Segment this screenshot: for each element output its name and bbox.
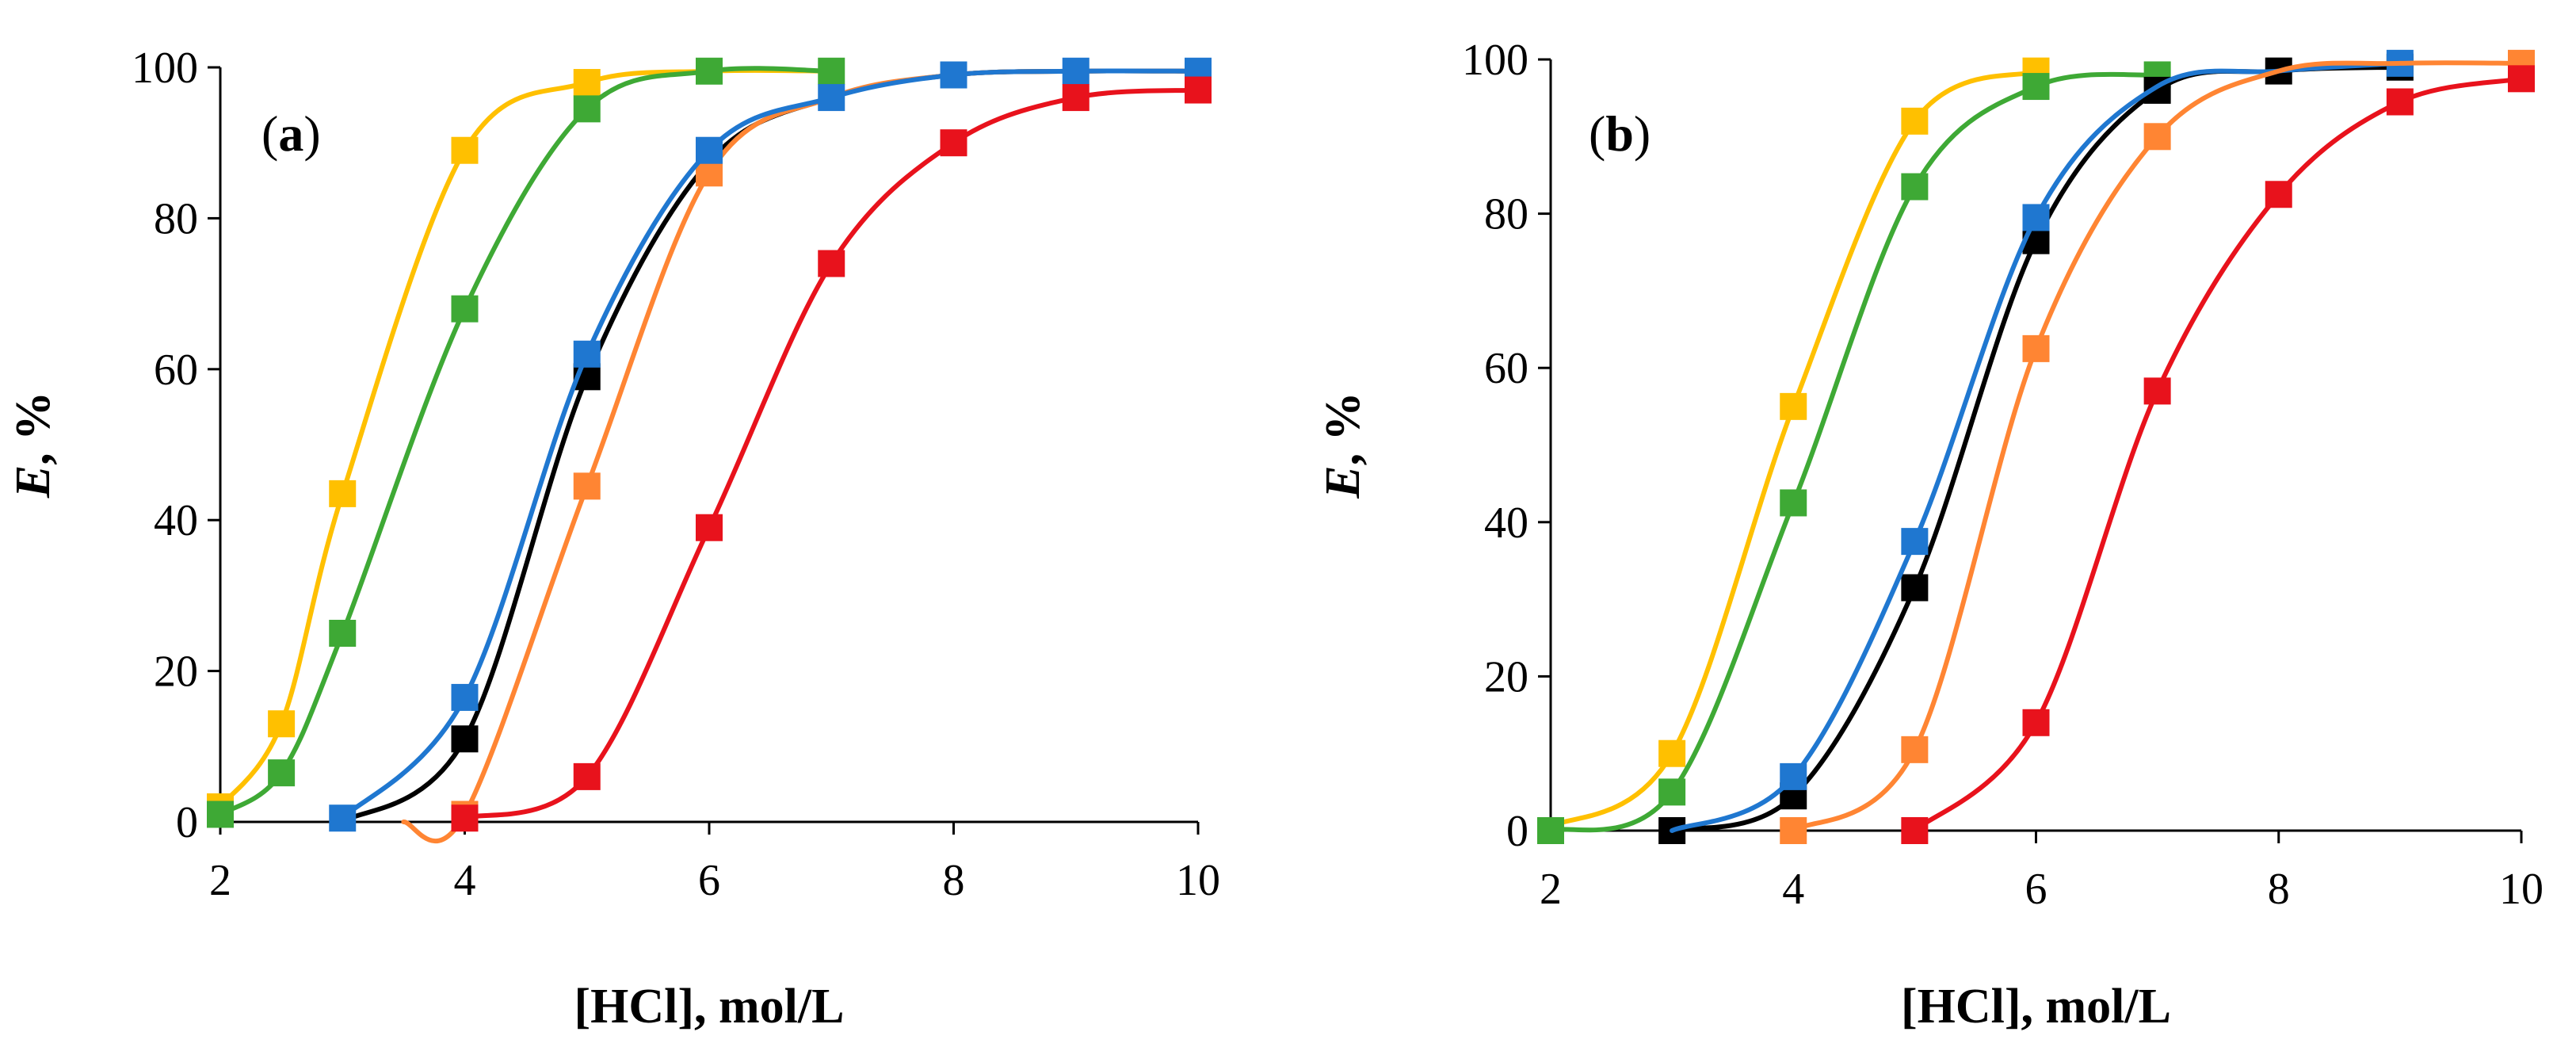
- x-tick-label: 6: [698, 856, 720, 905]
- x-tick-label: 4: [1782, 865, 1804, 914]
- data-point-yellow: [329, 480, 357, 507]
- data-point-green: [818, 57, 845, 85]
- data-point-red: [1062, 84, 1090, 112]
- data-point-yellow: [1901, 107, 1929, 135]
- y-tick-label: 40: [1484, 499, 1528, 548]
- panel-label-letter: b: [1605, 105, 1634, 162]
- y-tick-label: 80: [154, 194, 198, 243]
- data-point-blue: [573, 340, 601, 368]
- data-point-green: [451, 295, 479, 323]
- data-point-blue: [329, 804, 357, 832]
- y-axis-title-unit: , %: [1316, 392, 1370, 465]
- y-tick-label: 0: [1506, 807, 1528, 856]
- panel-label-close: ): [1634, 105, 1651, 162]
- data-point-green: [207, 801, 234, 828]
- data-point-yellow: [1780, 392, 1807, 420]
- data-point-green: [1901, 173, 1929, 201]
- x-axis-title: [HCl], mol/L: [574, 980, 845, 1034]
- x-tick-label: 10: [1176, 856, 1220, 905]
- y-tick-label: 40: [154, 496, 198, 545]
- panel-label-open: (: [261, 105, 278, 162]
- data-point-red: [2022, 709, 2050, 736]
- panel-label-close: ): [303, 105, 320, 162]
- data-point-yellow: [1658, 739, 1686, 767]
- x-axis-title: [HCl], mol/L: [1901, 980, 2171, 1034]
- series-green: [1537, 61, 2171, 844]
- series-red: [1901, 65, 2535, 844]
- data-point-green: [696, 57, 723, 85]
- x-tick-label: 6: [2025, 865, 2047, 914]
- data-point-red: [2508, 65, 2535, 93]
- data-point-black: [1901, 574, 1929, 602]
- y-axis-title: E, %: [1316, 392, 1370, 499]
- data-point-yellow: [451, 136, 479, 164]
- series-green: [207, 57, 845, 828]
- x-tick-label: 8: [943, 856, 965, 905]
- data-point-green: [329, 620, 357, 647]
- y-axis-title-symbol: E: [6, 465, 60, 499]
- y-axis-title-unit: , %: [6, 392, 60, 465]
- panel-label: (a): [261, 105, 321, 162]
- data-point-orange: [2022, 334, 2050, 362]
- panel-b: 0 20 40 60 80 100 2 4 6 8 10 [HCl], mol/L E, % (b): [1316, 36, 2544, 1034]
- data-point-red: [1185, 76, 1212, 104]
- y-tick-label: 20: [1484, 652, 1528, 701]
- y-tick-label: 60: [1484, 344, 1528, 393]
- data-point-green: [1780, 489, 1807, 517]
- panel-label-letter: a: [278, 105, 303, 162]
- data-point-orange: [2143, 123, 2171, 151]
- data-point-orange: [1780, 817, 1807, 844]
- data-point-blue: [696, 136, 723, 164]
- x-tick-label: 2: [1540, 865, 1562, 914]
- data-point-blue: [1062, 57, 1090, 85]
- data-point-blue: [2022, 204, 2050, 231]
- panel-label-open: (: [1589, 105, 1605, 162]
- data-point-green: [1537, 817, 1564, 844]
- y-tick-label: 100: [1462, 36, 1528, 85]
- data-point-blue: [940, 61, 967, 89]
- y-tick-label: 80: [1484, 190, 1528, 239]
- y-tick-label: 0: [176, 798, 198, 847]
- data-point-yellow: [268, 710, 296, 738]
- data-point-orange: [573, 472, 601, 500]
- data-point-red: [2386, 88, 2414, 116]
- data-point-orange: [1901, 736, 1929, 763]
- data-point-red: [940, 129, 967, 157]
- x-tick-label: 4: [454, 856, 476, 905]
- data-point-orange: [696, 159, 723, 187]
- x-tick-label: 2: [209, 856, 231, 905]
- data-point-red: [1901, 817, 1929, 844]
- data-point-yellow: [573, 69, 601, 97]
- data-point-black: [451, 725, 479, 753]
- x-tick-label: 8: [2268, 865, 2290, 914]
- y-tick-label: 100: [132, 44, 198, 93]
- data-point-red: [696, 514, 723, 541]
- y-axis-title: E, %: [6, 392, 60, 499]
- data-point-red: [818, 250, 845, 277]
- y-tick-label: 60: [154, 346, 198, 395]
- panel-a: 0 20 40 60 80 100 2 4 6 8 10 [HCl], mol/L E, % (a): [6, 44, 1220, 1034]
- data-point-blue: [1780, 762, 1807, 790]
- data-point-blue: [451, 683, 479, 711]
- data-point-green: [2022, 73, 2050, 101]
- data-point-blue: [818, 84, 845, 112]
- data-point-red: [573, 762, 601, 790]
- x-tick-label: 10: [2499, 865, 2544, 914]
- data-point-red: [2265, 181, 2292, 208]
- y-tick-label: 20: [154, 648, 198, 697]
- series-red: [451, 76, 1212, 832]
- data-point-red: [2143, 377, 2171, 405]
- data-point-red: [451, 804, 479, 832]
- data-point-blue: [1901, 528, 1929, 556]
- data-point-green: [268, 759, 296, 787]
- y-axis-title-symbol: E: [1316, 465, 1370, 499]
- data-point-green: [1658, 778, 1686, 806]
- data-point-green: [573, 95, 601, 123]
- panel-label: (b): [1589, 105, 1651, 162]
